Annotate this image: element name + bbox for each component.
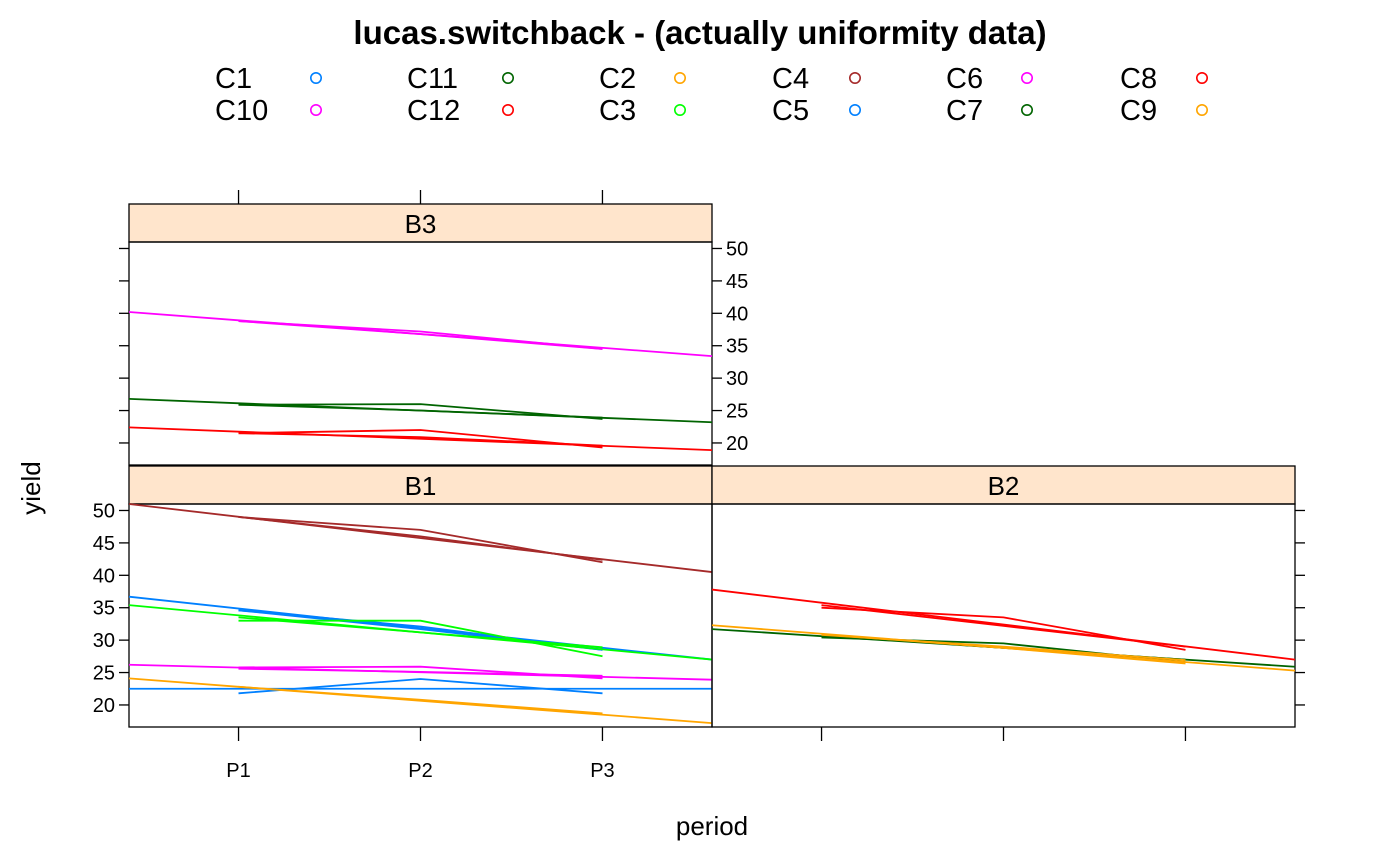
legend-label-c6: C6 (946, 63, 983, 95)
y-tick-label: 30 (726, 368, 748, 390)
y-tick-label: 45 (93, 533, 115, 555)
y-tick-label: 40 (93, 565, 115, 587)
series-line-b3-1 (238, 320, 603, 350)
trend-line-b2-0 (711, 588, 1296, 661)
trend-line-b1-2 (128, 595, 713, 661)
strip-label-b3: B3 (405, 209, 437, 239)
strip-b1 (128, 465, 713, 505)
legend-symbol-c12 (501, 104, 514, 117)
legend-symbol-c6 (1020, 72, 1033, 85)
y-tick-label: 25 (93, 663, 115, 685)
legend-label-c10: C10 (215, 95, 268, 127)
trend-line-b2-4 (711, 624, 1296, 672)
strip-b3 (128, 203, 713, 243)
trend-line-b1-9 (128, 677, 713, 725)
x-tick-label-p2: P2 (408, 760, 432, 782)
x-axis-title: period (676, 811, 748, 841)
y-tick-label: 50 (726, 238, 748, 260)
legend-symbol-c3 (673, 104, 686, 117)
y-tick-label: 35 (93, 598, 115, 620)
x-tick-label-p1: P1 (226, 760, 250, 782)
legend-label-c11: C11 (407, 63, 458, 95)
panel-b2: B2 (711, 465, 1296, 728)
legend-symbol-c5 (848, 104, 861, 117)
series-line-b3-5 (238, 432, 603, 447)
legend-label-c1: C1 (215, 63, 252, 95)
trend-line-b3-4 (128, 426, 713, 451)
series-line-b3-2 (238, 403, 603, 420)
legend-symbol-c10 (309, 104, 322, 117)
y-tick-label: 20 (93, 695, 115, 717)
series-line-b1-5 (238, 616, 603, 649)
strip-label-b1: B1 (405, 471, 437, 501)
y-tick-label: 35 (726, 336, 748, 358)
legend-label-c4: C4 (772, 63, 809, 95)
panels: B3 B1 B2 (128, 203, 1296, 728)
legend-symbol-c1 (309, 72, 322, 85)
panel-b1: B1 (128, 465, 713, 728)
y-axis-title: yield (16, 461, 46, 514)
legend-symbol-c8 (1196, 72, 1209, 85)
series-line-b1-7 (238, 667, 603, 677)
series-line-b1-1 (238, 516, 603, 561)
y-tick-label: 20 (726, 433, 748, 455)
panel-b3: B3 (128, 203, 713, 466)
y-tick-label: 45 (726, 271, 748, 293)
axes: 20 25 30 35 40 45 50 20 25 30 35 40 45 50 P1 P2 P3 (93, 190, 1305, 782)
plot-area-b3 (128, 241, 713, 466)
legend-symbol-c7 (1020, 104, 1033, 117)
series-line-b2-5 (821, 634, 1186, 662)
legend-label-c2: C2 (599, 63, 636, 95)
legend-label-c3: C3 (599, 95, 636, 127)
trend-line-b1-0 (128, 503, 713, 573)
y-tick-label: 40 (726, 303, 748, 325)
series-line-b2-1 (821, 604, 1186, 648)
legend-label-c8: C8 (1120, 63, 1157, 95)
legend-label-c5: C5 (772, 95, 809, 127)
y-tick-label: 30 (93, 630, 115, 652)
legend-label-c12: C12 (407, 95, 460, 127)
y-tick-label: 25 (726, 401, 748, 423)
legend-symbol-c9 (1196, 104, 1209, 117)
legend-symbol-c11 (501, 72, 514, 85)
y-tick-label: 50 (93, 500, 115, 522)
legend-symbol-c4 (848, 72, 861, 85)
legend-label-c9: C9 (1120, 95, 1157, 127)
chart-title: lucas.switchback - (actually uniformity … (353, 14, 1046, 51)
plot-area-b2 (711, 503, 1296, 728)
legend-symbol-c2 (673, 72, 686, 85)
series-line-b3-4 (238, 429, 603, 449)
series-line-b3-3 (238, 403, 603, 419)
x-tick-label-p3: P3 (590, 760, 614, 782)
strip-label-b2: B2 (988, 471, 1020, 501)
legend-label-c7: C7 (946, 95, 983, 127)
